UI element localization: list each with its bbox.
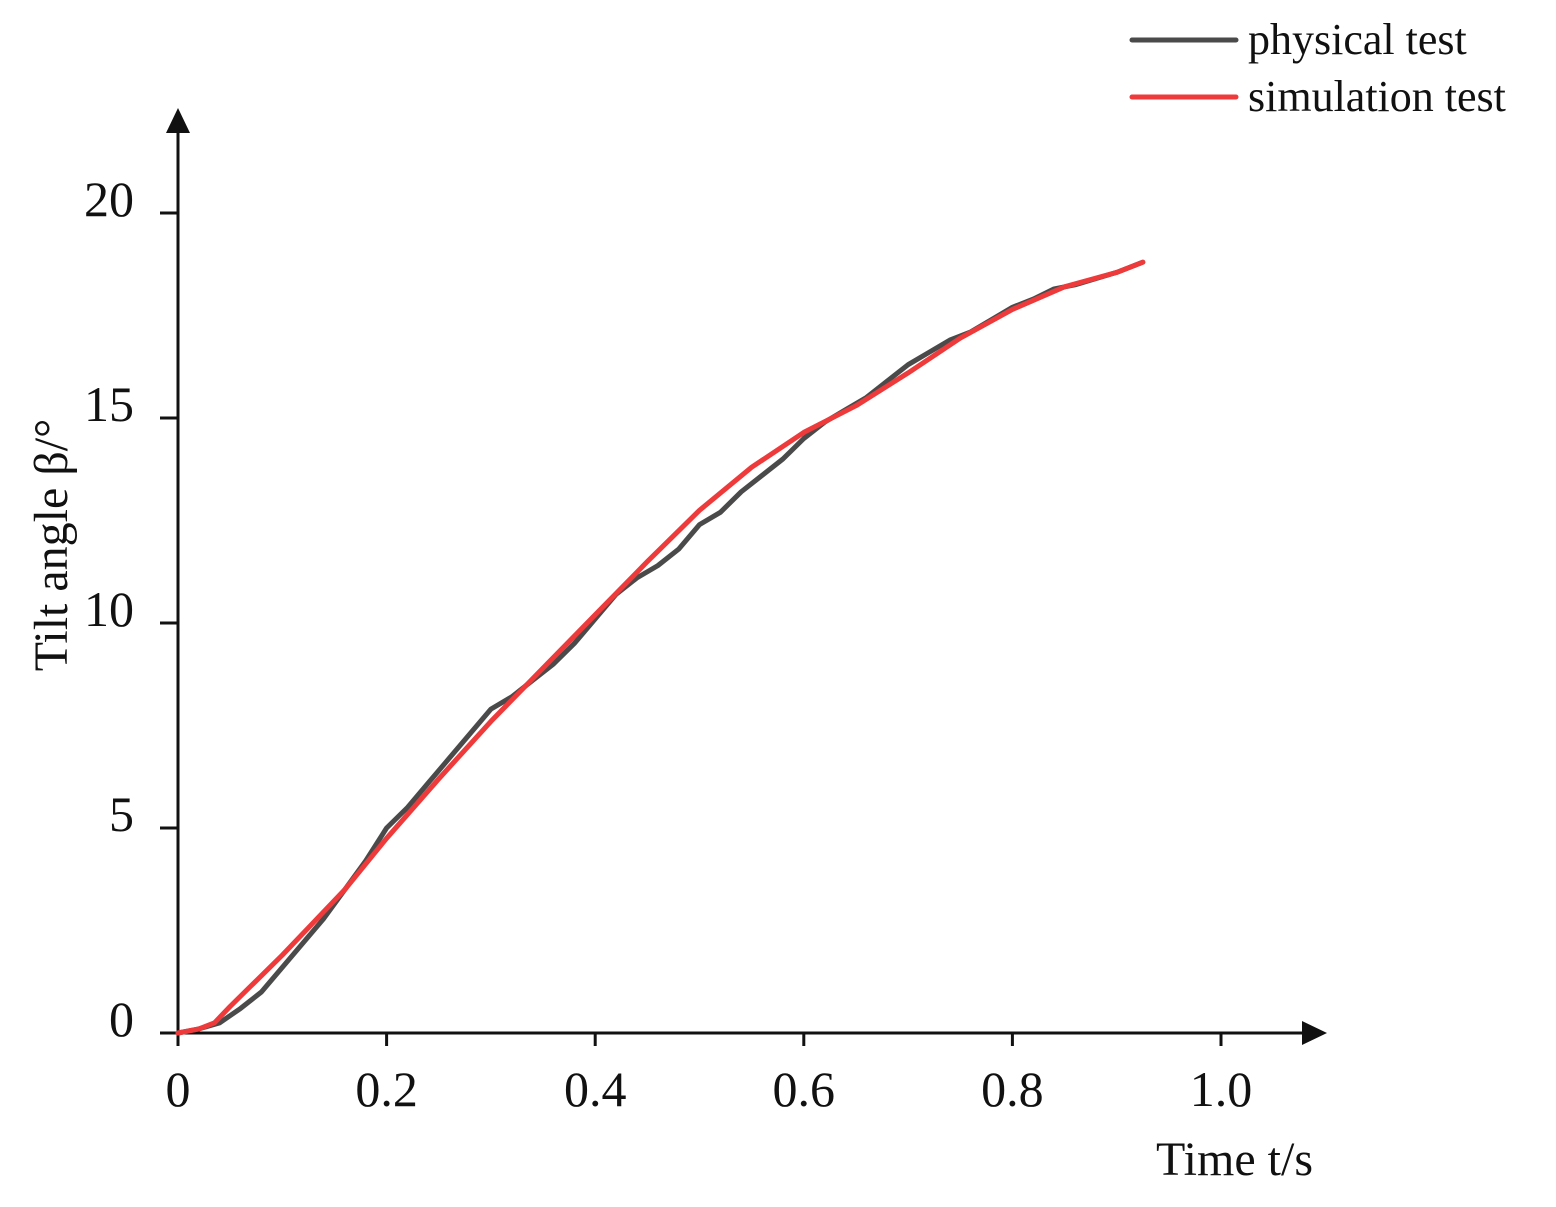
legend-label: physical test [1248,15,1467,64]
series-line-simulation-test [175,259,1146,1036]
x-ticks: 0 0.2 0.4 0.6 0.8 1.0 [166,1033,1253,1117]
x-axis-arrow [1302,1021,1327,1045]
legend: physical test simulation test [1129,15,1506,121]
y-tick-label: 15 [84,376,134,432]
legend-label: simulation test [1248,72,1506,121]
x-tick-label: 0.4 [564,1061,627,1117]
x-tick-label: 1.0 [1190,1061,1253,1117]
y-tick-label: 20 [84,171,134,227]
series-group [175,259,1146,1036]
x-tick-label: 0.6 [773,1061,836,1117]
y-axis-arrow [166,108,190,133]
x-tick-label: 0.2 [355,1061,418,1117]
x-tick-label: 0 [166,1061,191,1117]
series-line-physical-test [175,259,1146,1036]
y-tick-label: 10 [84,581,134,637]
y-axis-title: Tilt angle β/° [25,419,78,672]
x-axis-title: Time t/s [1156,1133,1313,1186]
x-tick-label: 0.8 [981,1061,1044,1117]
y-ticks: 0 5 10 15 20 [84,171,178,1047]
axes [160,108,1327,1045]
y-tick-label: 0 [109,991,134,1047]
y-tick-label: 5 [109,786,134,842]
